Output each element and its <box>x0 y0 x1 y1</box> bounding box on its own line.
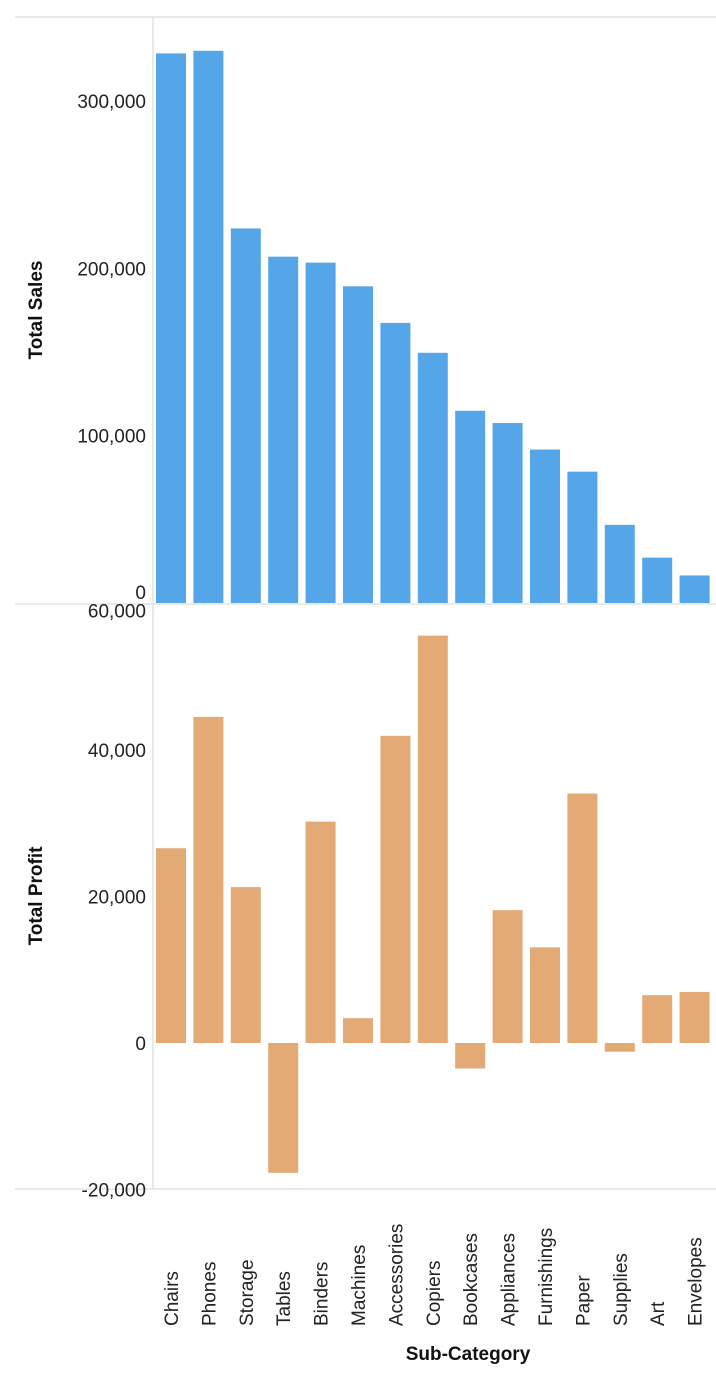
x-tick-label-accessories: Accessories <box>386 1224 407 1326</box>
profit-y-ticks: -20,000 0 20,000 40,000 60,000 <box>82 602 146 1202</box>
x-tick-label-furnishings: Furnishings <box>536 1228 557 1326</box>
sales-y-ticks: 0 100,000 200,000 300,000 <box>77 92 146 604</box>
x-axis-title: Sub-Category <box>406 1344 531 1365</box>
profit-bar-paper <box>567 793 598 1043</box>
x-tick-label-art: Art <box>648 1301 669 1326</box>
profit-bar-art <box>642 995 673 1043</box>
sales-bar-envelopes <box>679 575 710 603</box>
x-tick-label-storage: Storage <box>237 1259 258 1326</box>
sales-bar-bookcases <box>455 410 486 603</box>
x-tick-label-binders: Binders <box>312 1262 333 1326</box>
profit-bar-furnishings <box>530 947 560 1043</box>
sales-bars-group <box>156 50 710 604</box>
profit-y-tick-label: 20,000 <box>88 888 146 909</box>
x-tick-label-machines: Machines <box>349 1245 370 1326</box>
profit-bar-bookcases <box>455 1043 486 1069</box>
profit-y-tick-label: -20,000 <box>82 1181 146 1202</box>
profit-bar-copiers <box>417 635 448 1043</box>
sales-y-tick-label: 200,000 <box>77 259 146 280</box>
profit-bar-storage <box>230 887 261 1043</box>
profit-bar-tables <box>268 1043 299 1173</box>
profit-bar-supplies <box>604 1043 635 1052</box>
profit-bar-accessories <box>380 735 411 1043</box>
x-tick-label-copiers: Copiers <box>424 1261 445 1326</box>
sales-y-tick-label: 0 <box>135 583 146 604</box>
profit-bar-phones <box>193 716 224 1043</box>
x-tick-label-phones: Phones <box>199 1262 220 1326</box>
sales-bar-storage <box>230 228 261 603</box>
x-tick-label-bookcases: Bookcases <box>461 1233 482 1326</box>
x-axis-category-labels: Chairs Phones Storage Tables Binders Machines… <box>162 1224 707 1326</box>
profit-y-axis-title: Total Profit <box>26 846 47 946</box>
sales-bar-binders <box>305 262 336 603</box>
sales-bar-furnishings <box>530 449 560 603</box>
sales-bar-phones <box>193 50 224 604</box>
sales-bar-art <box>642 557 673 603</box>
sales-bar-copiers <box>417 352 448 603</box>
sales-bar-supplies <box>604 524 635 603</box>
x-tick-label-supplies: Supplies <box>611 1253 632 1326</box>
sales-bar-machines <box>343 286 373 603</box>
profit-y-tick-label: 60,000 <box>88 602 146 623</box>
x-tick-label-paper: Paper <box>573 1275 594 1326</box>
profit-bar-machines <box>343 1018 373 1043</box>
x-tick-label-envelopes: Envelopes <box>686 1237 707 1326</box>
x-tick-label-appliances: Appliances <box>499 1233 520 1326</box>
sales-y-tick-label: 300,000 <box>77 92 146 113</box>
profit-bar-envelopes <box>679 991 710 1043</box>
sales-bar-tables <box>268 256 299 603</box>
sales-bar-chairs <box>156 53 186 604</box>
profit-y-tick-label: 40,000 <box>88 741 146 762</box>
sales-bar-accessories <box>380 322 411 603</box>
profit-bar-chairs <box>156 848 186 1043</box>
x-tick-label-tables: Tables <box>274 1271 295 1326</box>
profit-bars-group <box>156 635 710 1173</box>
profit-bar-appliances <box>492 910 523 1043</box>
sales-y-axis-title: Total Sales <box>26 261 47 360</box>
profit-bar-binders <box>305 821 336 1043</box>
sales-y-tick-label: 100,000 <box>77 427 146 448</box>
profit-y-tick-label: 0 <box>135 1034 146 1055</box>
sales-bar-appliances <box>492 423 523 603</box>
x-tick-label-chairs: Chairs <box>162 1271 183 1326</box>
sales-bar-paper <box>567 471 598 603</box>
